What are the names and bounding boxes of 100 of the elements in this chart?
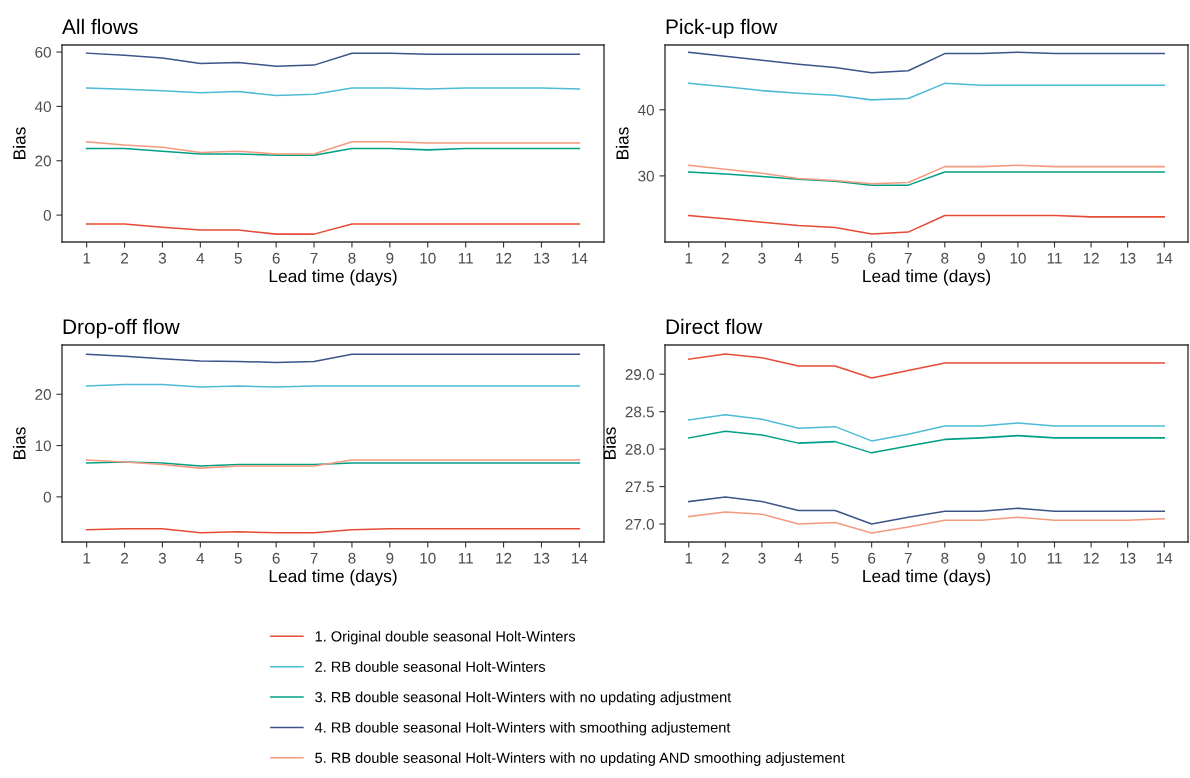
x-tick-label: 5 — [831, 552, 839, 564]
x-tick-label: 2 — [121, 552, 129, 564]
line-series — [688, 511, 1165, 534]
x-axis-title: Lead time (days) — [863, 269, 991, 286]
legend-label: 1. Original double seasonal Holt-Winters — [315, 630, 576, 645]
x-tick-label: 8 — [941, 552, 949, 564]
x-tick-label: 14 — [572, 252, 588, 264]
x-tick-label: 12 — [496, 252, 512, 264]
x-tick-label: 12 — [1083, 552, 1099, 564]
x-tick-label: 9 — [977, 552, 985, 564]
chart-title: Pick-up flow — [666, 18, 778, 39]
x-tick-label: 14 — [1156, 252, 1173, 264]
x-tick-label: 4 — [794, 252, 803, 264]
x-tick-label: 1 — [685, 552, 693, 564]
y-tick-label: 20 — [35, 155, 51, 167]
x-tick-label: 3 — [758, 252, 766, 264]
line-series — [688, 164, 1165, 185]
line-series — [688, 430, 1165, 454]
x-tick-label: 6 — [272, 252, 280, 264]
y-tick-label: 27.5 — [625, 481, 654, 493]
x-tick-label: 4 — [794, 552, 803, 564]
y-axis-title: Bias — [603, 427, 616, 459]
y-tick-label: 20 — [35, 389, 51, 400]
chart-title: Direct flow — [666, 318, 763, 335]
x-axis-title: Lead time (days) — [863, 569, 991, 586]
x-tick-label: 7 — [310, 552, 318, 564]
x-tick-label: 9 — [977, 252, 985, 264]
x-tick-label: 14 — [572, 552, 588, 564]
x-tick-label: 1 — [83, 552, 91, 564]
line-series — [688, 51, 1165, 74]
y-tick-label: 27.0 — [625, 518, 654, 530]
x-tick-label: 10 — [1010, 552, 1026, 564]
x-tick-label: 11 — [1047, 552, 1062, 564]
x-tick-label: 11 — [1047, 252, 1062, 264]
x-axis-title: Lead time (days) — [269, 569, 397, 586]
x-tick-label: 10 — [420, 252, 436, 264]
line-series — [688, 353, 1165, 379]
x-tick-label: 8 — [941, 252, 949, 264]
line-series — [688, 214, 1165, 235]
x-tick-label: 2 — [721, 552, 729, 564]
chart-title: Drop-off flow — [63, 318, 180, 339]
y-tick-label: 40 — [34, 101, 51, 113]
x-tick-label: 2 — [721, 252, 729, 264]
line-series — [688, 171, 1165, 186]
x-tick-label: 13 — [1120, 252, 1136, 264]
x-tick-label: 1 — [83, 252, 91, 264]
chart-title: All flows — [62, 18, 138, 35]
line-series — [85, 353, 581, 364]
y-axis-title: Bias — [615, 127, 629, 159]
x-tick-label: 8 — [348, 552, 356, 564]
x-tick-label: 2 — [121, 252, 129, 264]
line-series — [85, 87, 581, 97]
y-tick-label: 40 — [637, 104, 654, 116]
x-tick-label: 13 — [1120, 552, 1136, 564]
legend-label: 4. RB double seasonal Holt-Winters with smoothing adjustement — [314, 721, 731, 736]
x-tick-label: 4 — [196, 252, 205, 264]
y-tick-label: 28.0 — [625, 443, 654, 455]
x-tick-label: 6 — [272, 552, 280, 564]
y-tick-label: 10 — [35, 440, 51, 452]
y-tick-label: 29.0 — [625, 369, 654, 380]
x-tick-label: 7 — [310, 252, 318, 264]
x-tick-label: 12 — [1083, 252, 1099, 264]
y-tick-label: 28.5 — [625, 406, 654, 418]
x-tick-label: 12 — [496, 552, 512, 564]
y-axis-title: Bias — [12, 427, 26, 459]
line-series — [85, 223, 581, 235]
x-tick-label: 3 — [158, 552, 167, 564]
x-tick-label: 3 — [758, 552, 766, 564]
x-tick-label: 7 — [904, 252, 912, 264]
x-tick-label: 10 — [420, 552, 436, 564]
x-tick-label: 10 — [1010, 252, 1026, 264]
legend-label: 3. RB double seasonal Holt-Winters with no updating adjustment — [315, 691, 732, 706]
x-tick-label: 14 — [1156, 552, 1173, 564]
x-tick-label: 7 — [904, 552, 912, 564]
x-tick-label: 5 — [831, 252, 839, 264]
x-tick-label: 6 — [868, 552, 876, 564]
y-tick-label: 30 — [638, 170, 654, 182]
x-tick-label: 11 — [458, 552, 473, 564]
line-series — [85, 147, 581, 157]
x-tick-label: 11 — [458, 252, 473, 264]
x-tick-label: 5 — [234, 552, 242, 564]
x-tick-label: 6 — [868, 252, 876, 264]
legend-label: 2. RB double seasonal Holt-Winters — [315, 661, 546, 672]
x-tick-label: 3 — [158, 252, 167, 264]
y-tick-label: 60 — [35, 46, 51, 58]
x-tick-label: 13 — [534, 252, 550, 264]
x-tick-label: 8 — [348, 252, 356, 264]
line-series — [688, 82, 1165, 101]
x-tick-label: 5 — [234, 252, 242, 264]
x-axis-title: Lead time (days) — [269, 269, 397, 286]
y-tick-label: 0 — [43, 209, 51, 221]
x-tick-label: 9 — [386, 252, 394, 264]
x-tick-label: 4 — [196, 552, 205, 564]
line-series — [85, 52, 581, 67]
line-series — [688, 496, 1165, 525]
x-tick-label: 1 — [685, 252, 693, 264]
x-tick-label: 9 — [386, 552, 394, 564]
x-tick-label: 13 — [534, 552, 550, 564]
line-series — [85, 140, 581, 155]
y-axis-title: Bias — [12, 127, 26, 159]
